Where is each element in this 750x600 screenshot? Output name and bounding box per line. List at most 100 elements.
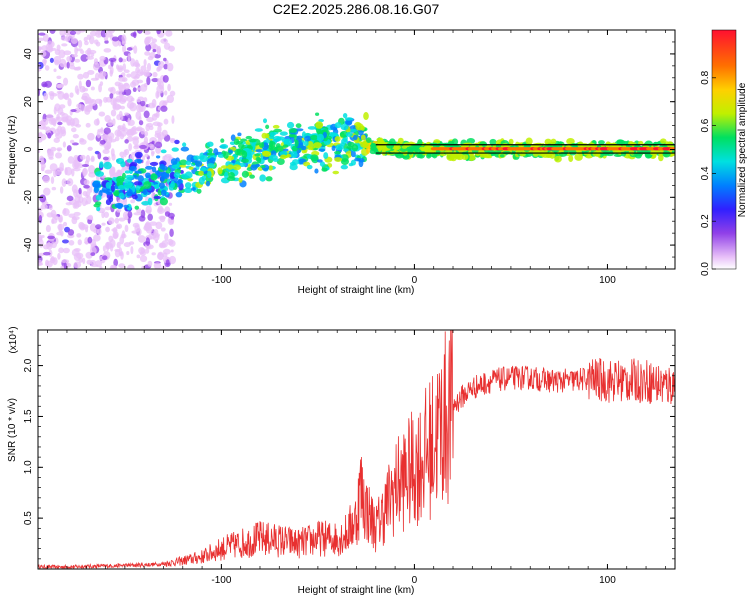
heat-cell	[259, 142, 265, 148]
heat-cell	[153, 195, 161, 200]
heat-cell	[96, 206, 101, 212]
x-tick-label: -100	[211, 575, 231, 586]
heat-cell	[122, 44, 127, 54]
heat-cell	[118, 57, 123, 63]
heat-cell	[182, 142, 187, 147]
heat-cell	[48, 117, 57, 126]
heat-cell	[115, 95, 122, 103]
heat-cell	[53, 68, 57, 73]
heat-cell	[141, 200, 150, 206]
heat-cell	[130, 161, 138, 168]
heat-cell	[353, 134, 358, 141]
heat-cell	[158, 81, 164, 90]
heat-cell	[188, 166, 194, 170]
heat-cell	[134, 205, 140, 210]
y-tick-label: -40	[23, 237, 34, 252]
heat-cell	[164, 90, 168, 96]
heat-cell	[116, 223, 123, 230]
heat-cell	[177, 178, 183, 185]
heat-cell	[165, 30, 173, 37]
heat-cell	[58, 216, 63, 223]
heat-cell	[386, 142, 395, 149]
heat-cell	[135, 227, 142, 237]
heat-cell	[76, 233, 82, 238]
heat-cell	[566, 137, 575, 145]
heat-cell	[105, 226, 110, 233]
colorbar-tick-label: 0.0	[700, 262, 711, 276]
heat-cell	[116, 208, 122, 213]
heat-cell	[366, 146, 371, 155]
heat-cell	[118, 192, 125, 199]
heat-cell	[173, 172, 181, 178]
heat-cell	[67, 229, 75, 236]
heat-cell	[138, 116, 142, 122]
heat-cell	[184, 187, 193, 194]
heat-cell	[144, 248, 150, 254]
heat-cell	[135, 127, 142, 132]
heat-cell	[50, 176, 55, 185]
heat-cell	[273, 128, 283, 133]
heat-cell	[140, 65, 147, 71]
heat-cell	[151, 77, 159, 83]
heat-cell	[118, 263, 126, 269]
heat-cell	[121, 34, 127, 44]
heat-cell	[59, 186, 64, 194]
heat-cell	[78, 187, 82, 195]
heat-cell	[117, 125, 122, 132]
heat-cell	[109, 168, 115, 177]
colorbar-tick-label: 0.2	[700, 214, 711, 228]
heat-cell	[310, 134, 319, 141]
heat-cell	[110, 184, 115, 192]
heat-cell	[259, 174, 267, 182]
x-tick-label: 100	[599, 575, 616, 586]
heat-cell	[254, 153, 261, 157]
heat-cell	[66, 119, 72, 126]
heat-cell	[116, 203, 123, 210]
heat-cell	[323, 152, 329, 160]
heat-cell	[42, 175, 50, 183]
heat-cell	[38, 207, 43, 212]
heat-cell	[157, 132, 165, 140]
heat-cell	[62, 247, 70, 254]
heat-cell	[71, 142, 79, 146]
heat-cell	[226, 176, 236, 182]
heat-cell	[321, 167, 328, 172]
heat-cell	[63, 92, 70, 101]
heat-cell	[151, 98, 157, 108]
heat-cell	[282, 144, 289, 148]
heat-cell	[72, 160, 80, 170]
heat-cell	[397, 137, 404, 145]
heat-cell	[87, 69, 95, 75]
heat-cell	[550, 138, 557, 145]
heat-cell	[158, 242, 166, 249]
heat-cell	[90, 52, 95, 58]
heat-cell	[71, 216, 78, 225]
heat-cell	[143, 59, 147, 67]
heat-cell	[159, 163, 165, 170]
heat-cell	[70, 109, 77, 113]
heat-cell	[316, 133, 324, 142]
heat-cell	[143, 181, 152, 189]
heat-cell	[170, 249, 174, 253]
heat-cell	[93, 186, 99, 194]
heat-cell	[171, 115, 175, 124]
heat-cell	[143, 131, 149, 137]
heat-cell	[163, 42, 171, 50]
heat-cell	[42, 33, 49, 42]
heat-cell	[145, 172, 151, 178]
heat-cell	[125, 174, 134, 180]
heat-cell	[132, 62, 140, 67]
heat-cell	[43, 59, 47, 67]
snr-y-ticks: 0.5 1.0 1.5 2.0	[23, 344, 675, 560]
heat-cell	[114, 136, 120, 142]
heat-cell	[87, 214, 94, 221]
heat-cell	[67, 98, 72, 107]
heat-cell	[370, 142, 377, 151]
colorbar-gradient	[711, 29, 737, 270]
heat-cell	[230, 134, 236, 142]
heat-cell	[84, 108, 91, 115]
heat-cell	[223, 151, 229, 159]
heat-cell	[126, 101, 135, 109]
heat-cell	[169, 90, 176, 97]
heat-cell	[69, 92, 74, 98]
